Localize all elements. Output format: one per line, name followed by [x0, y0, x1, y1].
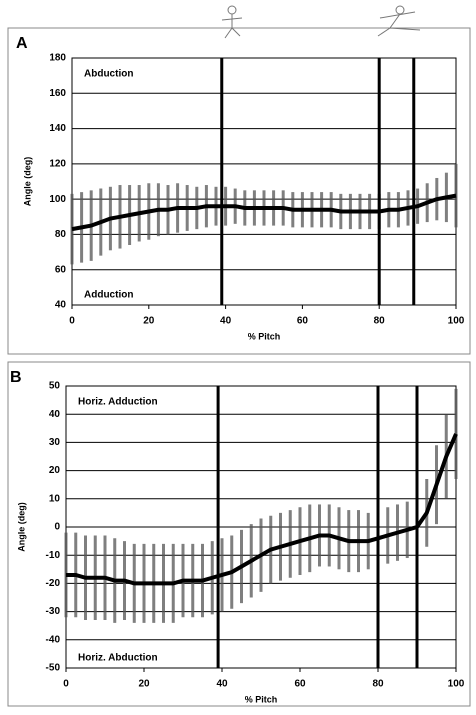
y-tick-label: 80 [55, 229, 67, 240]
pitcher-icon [221, 5, 421, 39]
mean-line [66, 433, 458, 586]
y-tick-label: 20 [49, 465, 61, 476]
annotation: Abduction [84, 69, 133, 80]
y-tick-label: 180 [49, 53, 66, 64]
x-tick-label: 80 [372, 679, 384, 690]
y-tick-label: -10 [46, 550, 61, 561]
y-axis-label: Angle (deg) [16, 502, 26, 552]
annotation: Horiz. Abduction [78, 653, 158, 664]
y-tick-label: 30 [49, 437, 61, 448]
y-tick-label: -40 [46, 634, 61, 645]
x-tick-label: 40 [216, 679, 228, 690]
panel-frame [7, 361, 471, 707]
y-tick-label: 40 [49, 409, 61, 420]
y-tick-label: 0 [54, 522, 60, 533]
x-tick-label: 0 [63, 679, 69, 690]
y-tick-label: 40 [55, 300, 67, 311]
x-tick-label: 80 [374, 316, 386, 327]
x-tick-label: 20 [138, 679, 150, 690]
panel-label: A [16, 35, 28, 52]
x-tick-label: 100 [448, 679, 465, 690]
y-tick-label: 160 [49, 88, 66, 99]
x-tick-label: 60 [294, 679, 306, 690]
y-tick-label: 120 [49, 158, 66, 169]
y-tick-label: -50 [46, 663, 61, 674]
x-tick-label: 100 [448, 316, 465, 327]
x-tick-label: 40 [220, 316, 232, 327]
y-tick-label: 60 [55, 264, 67, 275]
plot-area [71, 57, 457, 306]
y-tick-label: -30 [46, 606, 61, 617]
y-tick-label: -20 [46, 578, 61, 589]
x-axis-label: % Pitch [245, 694, 278, 704]
mean-line [71, 193, 457, 232]
y-tick-label: 50 [49, 381, 61, 392]
y-tick-label: 100 [49, 194, 66, 205]
annotation: Horiz. Adduction [78, 397, 158, 408]
y-tick-label: 140 [49, 123, 66, 134]
panel-frame [7, 27, 471, 355]
annotation: Adduction [84, 290, 133, 301]
panel-label: B [10, 369, 22, 386]
x-tick-label: 60 [297, 316, 309, 327]
x-tick-label: 0 [69, 316, 75, 327]
x-axis-label: % Pitch [248, 331, 281, 341]
y-tick-label: 10 [49, 493, 61, 504]
x-tick-label: 20 [143, 316, 155, 327]
y-axis-label: Angle (deg) [22, 157, 32, 207]
